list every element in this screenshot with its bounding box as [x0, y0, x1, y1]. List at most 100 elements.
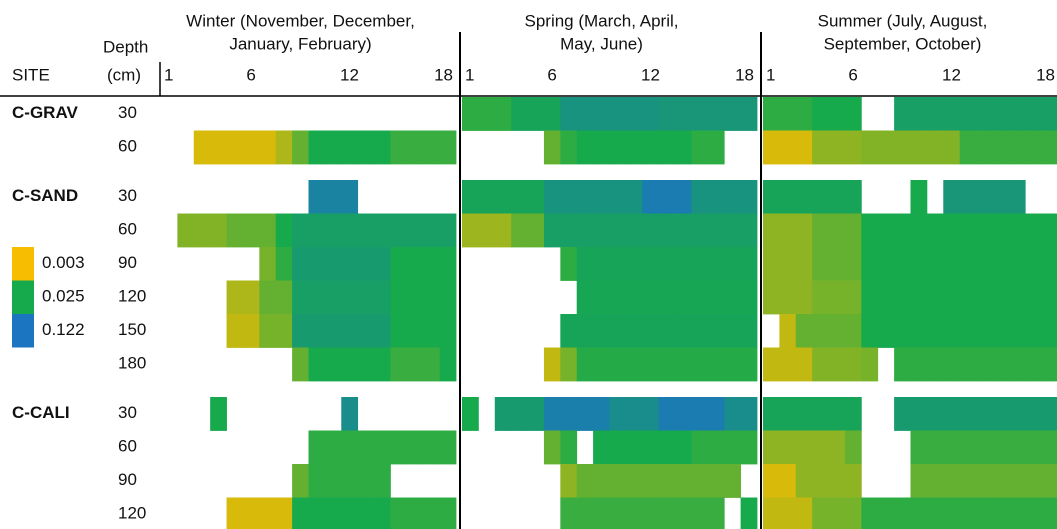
heat-cell [707, 247, 725, 281]
panel-title: May, June) [560, 34, 643, 53]
heat-cell [658, 97, 676, 131]
heat-cell [390, 280, 408, 315]
heat-cell [763, 130, 780, 165]
heat-cell [560, 213, 578, 248]
heat-cell [959, 397, 977, 431]
heat-cell [478, 180, 496, 214]
heat-cell [324, 347, 342, 382]
heat-cell [959, 130, 977, 165]
heat-cell [894, 397, 911, 431]
heat-cell [943, 280, 961, 315]
heat-cell [374, 280, 391, 315]
x-tick-label: 6 [848, 65, 857, 84]
heat-cell [576, 464, 594, 498]
heat-cell [374, 213, 391, 248]
heat-cell [910, 130, 928, 165]
heat-cell [439, 130, 457, 165]
heat-cell [390, 497, 408, 529]
heat-cell [828, 347, 846, 382]
heat-cell [226, 130, 244, 165]
heat-cell [844, 314, 862, 348]
depth-label: 30 [118, 186, 137, 205]
heat-cell [877, 247, 895, 281]
heat-cell [292, 314, 309, 348]
site-header: SITE [12, 65, 50, 84]
heat-cell [625, 97, 643, 131]
heat-cell [795, 397, 813, 431]
heat-cell [341, 347, 359, 382]
heat-cell [1025, 247, 1043, 281]
heat-cell [324, 314, 342, 348]
heat-cell [910, 430, 928, 465]
heat-cell [308, 247, 326, 281]
heat-cell [707, 347, 725, 382]
heat-cell [763, 280, 780, 315]
heat-cell [357, 213, 375, 248]
heat-cell [1041, 130, 1057, 165]
heat-cell [959, 247, 977, 281]
heat-cell [828, 314, 846, 348]
heat-cell [357, 314, 375, 348]
heat-cell [193, 130, 211, 165]
heat-cell [462, 397, 479, 431]
heat-cell [992, 280, 1010, 315]
heat-cell [341, 280, 359, 315]
heat-cell [494, 213, 512, 248]
site-label: C-CALI [12, 403, 70, 422]
heat-cell [959, 497, 977, 529]
heat-cell [779, 130, 797, 165]
heat-cell [642, 314, 660, 348]
heat-cell [292, 213, 309, 248]
heat-cell [812, 180, 829, 214]
heat-cell [625, 314, 643, 348]
heat-cell [812, 497, 829, 529]
heat-cell [406, 247, 424, 281]
heat-cell [724, 213, 742, 248]
heat-cell [357, 347, 375, 382]
heat-cell [1008, 430, 1026, 465]
heat-cell [763, 97, 780, 131]
heat-cell [724, 347, 742, 382]
heat-cell [357, 280, 375, 315]
heat-cell [795, 180, 813, 214]
heat-cell [861, 130, 879, 165]
heat-cell [576, 247, 594, 281]
heat-cell [341, 314, 359, 348]
heat-cell [324, 130, 342, 165]
heat-cell [763, 464, 780, 498]
heat-cell [812, 280, 829, 315]
heat-cell [844, 130, 862, 165]
x-tick-label: 18 [434, 65, 453, 84]
heat-cell [642, 97, 660, 131]
heat-cell [593, 130, 610, 165]
heat-cell [828, 130, 846, 165]
x-tick-label: 18 [735, 65, 754, 84]
heat-cell [1008, 97, 1026, 131]
heat-cell [675, 130, 692, 165]
heat-cell [691, 347, 709, 382]
heat-cell [226, 213, 244, 248]
heat-cell [724, 280, 742, 315]
heat-cell [828, 280, 846, 315]
heat-cell [593, 180, 610, 214]
heat-cell [894, 130, 911, 165]
heat-cell [324, 213, 342, 248]
heat-cell [812, 464, 829, 498]
heat-cell [1041, 314, 1057, 348]
heat-cell [795, 247, 813, 281]
heat-cell [1041, 497, 1057, 529]
x-tick-label: 18 [1036, 65, 1055, 84]
heat-cell [625, 397, 643, 431]
heat-cell [828, 213, 846, 248]
heat-cell [707, 314, 725, 348]
heat-cell [1025, 497, 1043, 529]
heat-cell [926, 130, 944, 165]
depth-label: 60 [118, 137, 137, 156]
heat-cell [609, 180, 627, 214]
heat-cell [658, 314, 676, 348]
heat-cell [423, 497, 441, 529]
heat-cell [439, 213, 457, 248]
heat-cell [390, 247, 408, 281]
x-tick-label: 1 [164, 65, 173, 84]
heat-cell [341, 397, 359, 431]
